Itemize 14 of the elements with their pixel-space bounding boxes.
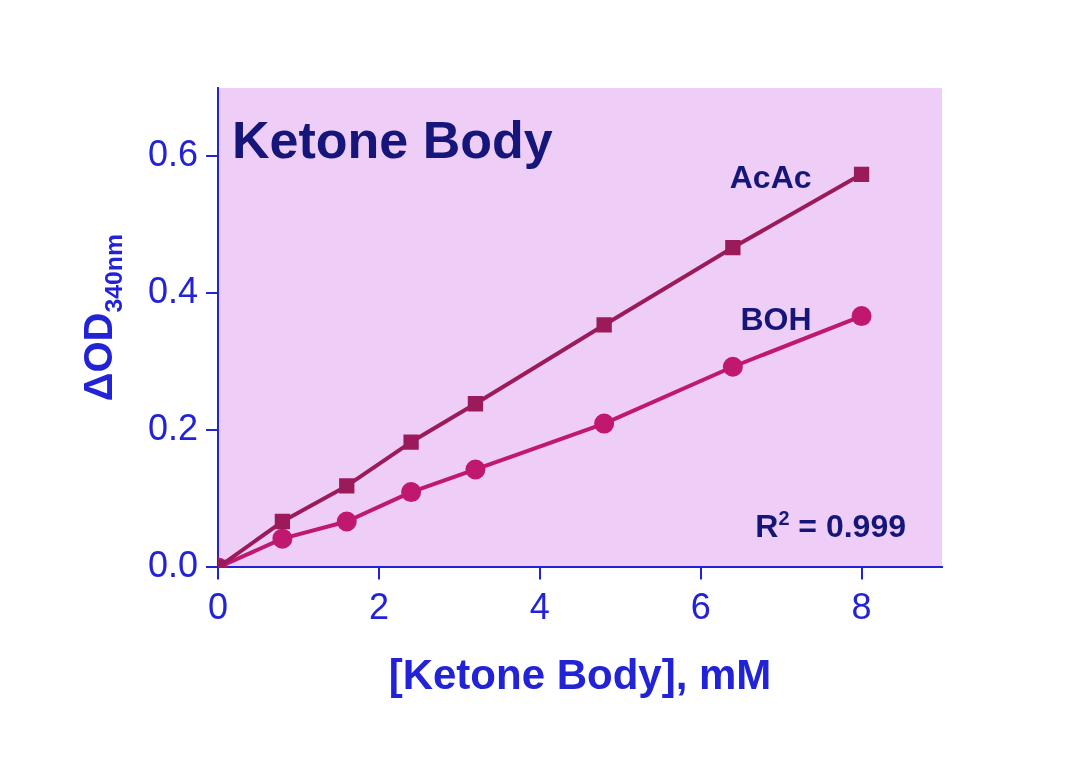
x-tick-label: 4 bbox=[529, 585, 550, 627]
x-tick-label: 6 bbox=[690, 585, 711, 627]
series-label: BOH bbox=[740, 301, 812, 338]
y-tick-label: 0.6 bbox=[148, 133, 199, 175]
y-tick-label: 0.0 bbox=[148, 544, 199, 586]
series-label: AcAc bbox=[729, 159, 812, 196]
text: Ketone Body bbox=[232, 111, 553, 169]
y-axis-title: ΔOD340nm bbox=[76, 234, 127, 402]
y-tick-label: 0.4 bbox=[148, 270, 199, 312]
x-tick-label: 8 bbox=[851, 585, 872, 627]
y-tick-label: 0.2 bbox=[148, 407, 199, 449]
x-axis-title: [Ketone Body], mM bbox=[388, 651, 772, 699]
x-tick-label: 0 bbox=[208, 585, 229, 627]
x-tick-label: 2 bbox=[368, 585, 389, 627]
